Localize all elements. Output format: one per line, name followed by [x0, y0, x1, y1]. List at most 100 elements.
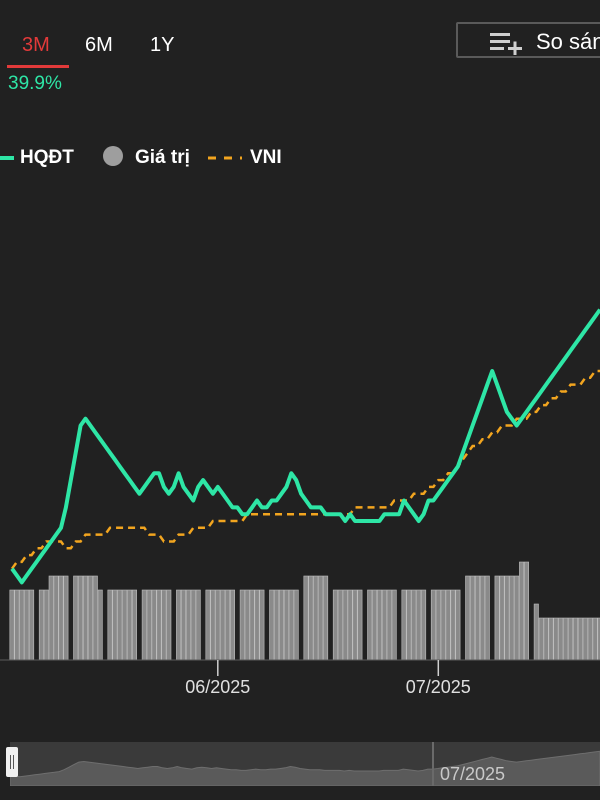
volume-bar [533, 603, 539, 661]
volume-bar [239, 589, 245, 661]
vni-line [10, 369, 600, 570]
x-tick-label: 07/2025 [406, 677, 471, 697]
volume-bar [440, 589, 446, 661]
volume-bar [592, 617, 598, 661]
volume-bar [572, 617, 578, 661]
volume-bar [293, 589, 299, 661]
volume-bar [504, 575, 510, 661]
volume-bar [421, 589, 427, 661]
x-tick-label: 06/2025 [185, 677, 250, 697]
volume-bar [455, 589, 461, 661]
compare-button[interactable]: So sánh [456, 22, 600, 58]
volume-bar [195, 589, 201, 661]
volume-bar [43, 589, 49, 661]
legend-dot-swatch [103, 146, 123, 166]
volume-bar [416, 589, 422, 661]
tab-3m[interactable]: 3M [22, 34, 50, 56]
volume-bar [127, 589, 133, 661]
volume-bar [587, 617, 593, 661]
tab-6m[interactable]: 6M [85, 34, 113, 56]
volume-bar [484, 575, 490, 661]
volume-bar [141, 589, 147, 661]
volume-bar [519, 561, 525, 661]
volume-bar [479, 575, 485, 661]
volume-bar [190, 589, 196, 661]
volume-bar [367, 589, 373, 661]
volume-bar [558, 617, 564, 661]
legend-dash-swatch [208, 156, 242, 160]
volume-bar [494, 575, 500, 661]
volume-bar [450, 589, 456, 661]
volume-bar [288, 589, 294, 661]
x-axis [0, 659, 600, 676]
period-tabs: 3M 6M 1Y [0, 34, 260, 68]
tab-1y[interactable]: 1Y [150, 34, 175, 56]
navigator-area [10, 750, 600, 786]
volume-bar [205, 589, 211, 661]
range-navigator[interactable] [10, 742, 600, 786]
volume-bar [48, 575, 54, 661]
volume-bar [9, 589, 15, 661]
navigator-left-handle[interactable] [6, 747, 18, 777]
volume-bar [19, 589, 25, 661]
volume-bar [87, 575, 93, 661]
volume-bar [161, 589, 167, 661]
volume-bar [445, 589, 451, 661]
volume-bar [406, 589, 412, 661]
navigator-divider [432, 742, 434, 786]
volume-bar [107, 589, 113, 661]
volume-bar [553, 617, 559, 661]
volume-bar [225, 589, 231, 661]
volume-bar [122, 589, 128, 661]
volume-bar [181, 589, 187, 661]
volume-bar [63, 575, 69, 661]
change-percent: 39.9% [8, 73, 62, 94]
volume-bar [342, 589, 348, 661]
volume-bar [166, 589, 172, 661]
volume-bar [244, 589, 250, 661]
volume-bar [391, 589, 397, 661]
volume-bar [24, 589, 30, 661]
volume-bar [132, 589, 138, 661]
volume-bar [146, 589, 152, 661]
volume-bar [523, 561, 529, 661]
volume-bar [83, 575, 89, 661]
volume-bar [269, 589, 275, 661]
compare-label: So sánh [536, 29, 600, 54]
volume-bar [313, 575, 319, 661]
volume-bar [318, 575, 324, 661]
volume-bar [323, 575, 329, 661]
hqdt-line [10, 308, 600, 585]
volume-bar [474, 575, 480, 661]
volume-bar [210, 589, 216, 661]
volume-bar [176, 589, 182, 661]
volume-bar [347, 589, 353, 661]
volume-bar [411, 589, 417, 661]
volume-bar [220, 589, 226, 661]
x-tick-labels: 06/2025 07/2025 [185, 677, 471, 697]
volume-bar [156, 589, 162, 661]
volume-bar [509, 575, 515, 661]
volume-bar [352, 589, 358, 661]
volume-bar [568, 617, 574, 661]
volume-bar [97, 589, 103, 661]
chart-legend: HQĐT Giá trị VNI [0, 144, 600, 170]
volume-bar [381, 589, 387, 661]
volume-bar [308, 575, 314, 661]
volume-bar [58, 575, 64, 661]
volume-bar [548, 617, 554, 661]
volume-bar [117, 589, 123, 661]
volume-bar [499, 575, 505, 661]
volume-bar [215, 589, 221, 661]
volume-bar [78, 575, 84, 661]
volume-bar [73, 575, 79, 661]
volume-bar [577, 617, 583, 661]
volume-bar [259, 589, 265, 661]
volume-bar [401, 589, 407, 661]
volume-bar [278, 589, 284, 661]
volume-bar [514, 575, 520, 661]
volume-bar [332, 589, 338, 661]
volume-bar [254, 589, 260, 661]
volume-bar [29, 589, 35, 661]
